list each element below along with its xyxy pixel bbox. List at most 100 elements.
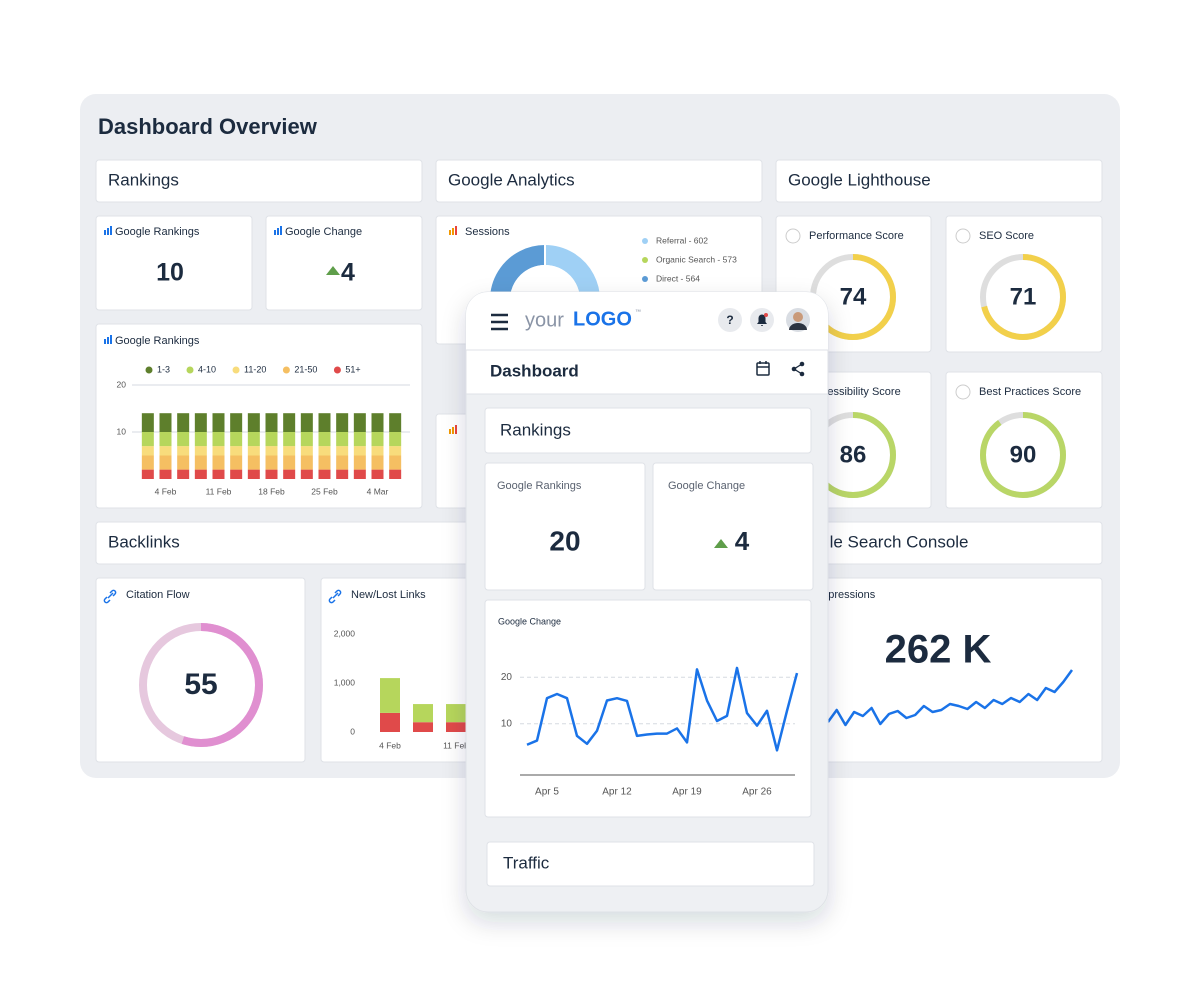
bar-segment (318, 446, 331, 456)
bar-segment (380, 712, 400, 732)
section-header (484, 407, 812, 454)
bar-segment (318, 413, 331, 432)
bar-segment (265, 446, 278, 456)
card (945, 215, 1103, 353)
up-arrow (326, 266, 340, 275)
bar-segment (141, 413, 154, 432)
title-bar (465, 349, 829, 395)
bar-segment (353, 432, 366, 447)
bar-segment (413, 704, 433, 723)
bar-segment (353, 455, 366, 470)
bar-segment (371, 455, 384, 470)
bar-segment (336, 446, 349, 456)
legend-marker (642, 257, 648, 263)
legend-marker (333, 366, 341, 374)
icon (274, 226, 282, 235)
bar-segment (265, 469, 278, 479)
bar-segment (300, 469, 313, 479)
up-arrow (714, 539, 728, 548)
badge (764, 313, 768, 317)
y-tick-label: 10 (117, 426, 127, 436)
bar-segment (353, 413, 366, 432)
card-value: 4 (735, 526, 750, 556)
bar-segment (230, 413, 243, 432)
y-tick-label: 2,000 (334, 628, 356, 638)
avatar-face (793, 312, 803, 322)
x-tick-label: 11 Feb (443, 740, 469, 750)
bar-segment (194, 455, 207, 470)
help-button[interactable] (718, 308, 742, 332)
bar-segment (159, 455, 172, 470)
gauge-arc (980, 254, 1066, 340)
bar-segment (194, 469, 207, 479)
legend-label: 51+ (345, 364, 360, 374)
bar-segment (389, 469, 402, 479)
bar-segment (177, 432, 190, 447)
card-label: Google Change (668, 480, 745, 492)
bar-segment (141, 455, 154, 470)
bar-segment (230, 469, 243, 479)
bar-segment (141, 446, 154, 456)
bar-segment (283, 413, 296, 432)
section-header (486, 841, 815, 887)
help-icon[interactable]: ? (726, 313, 733, 327)
bar-segment (247, 455, 260, 470)
dashboard-title: Dashboard Overview (98, 114, 318, 139)
x-tick-label: 4 Feb (379, 740, 401, 750)
card (484, 462, 646, 591)
status-icon (785, 228, 801, 244)
gauge-arc (139, 623, 263, 747)
section-header (95, 159, 423, 203)
card (95, 215, 253, 311)
chart-title: Sessions (465, 226, 510, 238)
y-tick-label: 1,000 (334, 677, 356, 687)
bar-segment (283, 455, 296, 470)
line (526, 666, 799, 752)
bar-segment (230, 455, 243, 470)
x-tick-label: Apr 5 (535, 787, 559, 798)
calendar-button[interactable] (756, 361, 770, 376)
chart-title: Google Rankings (115, 335, 200, 347)
bar-segment (389, 413, 402, 432)
logo-prefix: your (525, 309, 564, 331)
section-title: Google Analytics (448, 170, 575, 189)
bar-segment (194, 446, 207, 456)
card (265, 215, 423, 311)
card-label: Impressions (816, 589, 876, 601)
x-tick-label: 25 Feb (311, 486, 338, 496)
bar-segment (283, 469, 296, 479)
y-tick-label: 20 (501, 672, 513, 683)
bar-segment (371, 469, 384, 479)
bar-segment (247, 469, 260, 479)
x-tick-label: Apr 12 (602, 787, 632, 798)
top-bar (466, 292, 828, 350)
bar-segment (265, 413, 278, 432)
bar-segment (177, 455, 190, 470)
avatar-body (789, 323, 807, 330)
gauge-value: 71 (1010, 283, 1037, 310)
sparkline (826, 669, 1074, 727)
bar-segment (141, 432, 154, 447)
bell-icon[interactable] (757, 314, 767, 327)
legend-label: Organic Search - 573 (656, 254, 737, 264)
menu-button[interactable] (491, 313, 508, 331)
bar-segment (230, 432, 243, 447)
card-value: 4 (341, 259, 355, 287)
x-tick-label: 4 Mar (367, 486, 389, 496)
bar-segment (353, 469, 366, 479)
card-value: 10 (156, 259, 184, 287)
bar-segment (336, 455, 349, 470)
bar-segment (177, 413, 190, 432)
legend-marker (145, 366, 153, 374)
logo-mark: ™ (635, 309, 641, 316)
bar-segment (389, 446, 402, 456)
bar-segment (194, 432, 207, 447)
bar-segment (318, 455, 331, 470)
bar-segment (336, 469, 349, 479)
card-label: Accessibility Score (809, 386, 901, 398)
x-tick-label: Apr 26 (742, 787, 772, 798)
bar-segment (177, 469, 190, 479)
line-chart: 10 20 Apr 5 Apr 12 Apr 19 Apr 26 (501, 666, 799, 798)
share-button[interactable] (791, 361, 805, 377)
bar-segment (159, 469, 172, 479)
